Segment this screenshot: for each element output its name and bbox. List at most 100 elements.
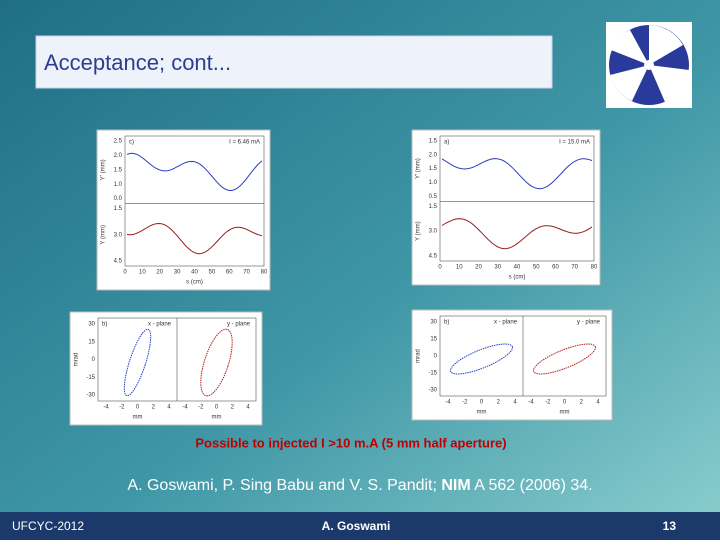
panel-label: a) bbox=[444, 140, 449, 146]
x-tick-label: 60 bbox=[226, 270, 233, 276]
x-tick-label: 70 bbox=[571, 265, 578, 271]
y-tick-label: 3.0 bbox=[114, 232, 123, 238]
x-tick-label: -4 bbox=[182, 405, 188, 411]
plane-label: x - plane bbox=[148, 322, 172, 328]
y-tick-label: 0.5 bbox=[429, 194, 438, 200]
panel-label: b) bbox=[102, 322, 107, 328]
x-tick-label: 0 bbox=[136, 405, 140, 411]
y-axis-label: mrad bbox=[74, 353, 80, 367]
figure-panel bbox=[411, 309, 613, 421]
x-tick-label: 4 bbox=[246, 405, 250, 411]
x-tick-label: 2 bbox=[580, 400, 584, 406]
logo bbox=[606, 22, 692, 108]
y-tick-label: 3.0 bbox=[429, 229, 438, 235]
title: Acceptance; cont... bbox=[44, 50, 231, 75]
y-axis-label: Y' (mm) bbox=[416, 158, 422, 179]
footer-center: A. Goswami bbox=[322, 519, 391, 533]
plot-frame bbox=[124, 135, 265, 267]
x-tick-label: 0 bbox=[480, 400, 484, 406]
y-tick-label: 1.0 bbox=[429, 180, 438, 186]
curve bbox=[126, 152, 263, 192]
y-tick-label: 0 bbox=[434, 354, 438, 360]
x-tick-label: 4 bbox=[513, 400, 517, 406]
y-tick-label: 2.5 bbox=[114, 139, 123, 145]
y-tick-label: -15 bbox=[86, 375, 95, 381]
x-axis-label: mm bbox=[212, 415, 222, 421]
x-tick-label: -4 bbox=[103, 405, 109, 411]
x-tick-label: -4 bbox=[445, 400, 451, 406]
y-tick-label: 15 bbox=[88, 339, 95, 345]
x-tick-label: 70 bbox=[243, 270, 250, 276]
x-tick-label: 40 bbox=[191, 270, 198, 276]
panel-label: b) bbox=[444, 320, 449, 326]
x-tick-label: 30 bbox=[174, 270, 181, 276]
x-tick-label: 30 bbox=[494, 265, 501, 271]
phase-ellipse bbox=[200, 328, 233, 397]
x-tick-label: 10 bbox=[139, 270, 146, 276]
y-tick-label: 0 bbox=[92, 357, 96, 363]
y-tick-label: 30 bbox=[430, 320, 437, 326]
x-axis-label: s (cm) bbox=[509, 275, 526, 281]
curve bbox=[441, 218, 593, 250]
footer-right: 13 bbox=[663, 519, 677, 533]
x-tick-label: 0 bbox=[438, 265, 442, 271]
y-tick-label: 1.5 bbox=[114, 167, 123, 173]
y-tick-label: 15 bbox=[430, 337, 437, 343]
y-tick-label: 4.5 bbox=[429, 254, 438, 260]
y-axis-label: Y' (mm) bbox=[101, 159, 107, 180]
y-tick-label: 1.0 bbox=[114, 182, 123, 188]
x-tick-label: -2 bbox=[119, 405, 125, 411]
x-tick-label: 2 bbox=[231, 405, 235, 411]
x-axis-label: s (cm) bbox=[186, 280, 203, 286]
x-tick-label: 60 bbox=[552, 265, 559, 271]
figure-panel bbox=[96, 129, 271, 291]
phase-ellipse bbox=[450, 343, 513, 375]
y-tick-label: -30 bbox=[86, 393, 95, 399]
reference-issue: A 562 (2006) 34. bbox=[471, 477, 593, 494]
caption: Possible to injected I >10 m.A (5 mm hal… bbox=[195, 435, 506, 450]
x-tick-label: 0 bbox=[123, 270, 127, 276]
x-tick-label: 80 bbox=[261, 270, 268, 276]
x-tick-label: 4 bbox=[167, 405, 171, 411]
reference: A. Goswami, P. Sing Babu and V. S. Pandi… bbox=[127, 477, 592, 494]
x-tick-label: -2 bbox=[545, 400, 551, 406]
y-tick-label: 1.5 bbox=[429, 166, 438, 172]
x-tick-label: -2 bbox=[462, 400, 468, 406]
reference-journal: NIM bbox=[441, 477, 470, 494]
x-tick-label: 2 bbox=[152, 405, 156, 411]
y-tick-label: -15 bbox=[428, 371, 437, 377]
x-tick-label: 20 bbox=[475, 265, 482, 271]
footer-left: UFCYC-2012 bbox=[12, 519, 84, 533]
plot-frame bbox=[439, 135, 595, 262]
y-tick-label: 30 bbox=[88, 322, 95, 328]
x-tick-label: 80 bbox=[591, 265, 598, 271]
y-axis-label: mrad bbox=[416, 349, 422, 363]
title-box bbox=[35, 35, 553, 89]
x-tick-label: 4 bbox=[596, 400, 600, 406]
phase-ellipse bbox=[123, 328, 152, 397]
y-axis-label: Y (mm) bbox=[416, 221, 422, 241]
x-tick-label: 20 bbox=[156, 270, 163, 276]
y-tick-label: 2.0 bbox=[429, 152, 438, 158]
x-tick-label: 0 bbox=[215, 405, 219, 411]
x-tick-label: -2 bbox=[198, 405, 204, 411]
x-axis-label: mm bbox=[477, 410, 487, 416]
y-tick-label: -30 bbox=[428, 388, 437, 394]
reference-authors: A. Goswami, P. Sing Babu and V. S. Pandi… bbox=[127, 477, 441, 494]
y-tick-label: 1.5 bbox=[429, 139, 438, 145]
y-tick-label: 2.0 bbox=[114, 153, 123, 159]
y-tick-label: 1.5 bbox=[114, 206, 123, 212]
annotation: I = 15.0 mA bbox=[559, 140, 590, 146]
plane-label: x - plane bbox=[494, 320, 518, 326]
figure-panel bbox=[411, 129, 601, 286]
x-axis-label: mm bbox=[560, 410, 570, 416]
annotation: I = 6.46 mA bbox=[229, 140, 260, 146]
phase-ellipse bbox=[533, 343, 596, 375]
x-tick-label: 50 bbox=[533, 265, 540, 271]
x-tick-label: 40 bbox=[514, 265, 521, 271]
x-axis-label: mm bbox=[133, 415, 143, 421]
y-tick-label: 1.5 bbox=[429, 204, 438, 210]
curve bbox=[441, 158, 593, 190]
plane-label: y - plane bbox=[577, 320, 601, 326]
